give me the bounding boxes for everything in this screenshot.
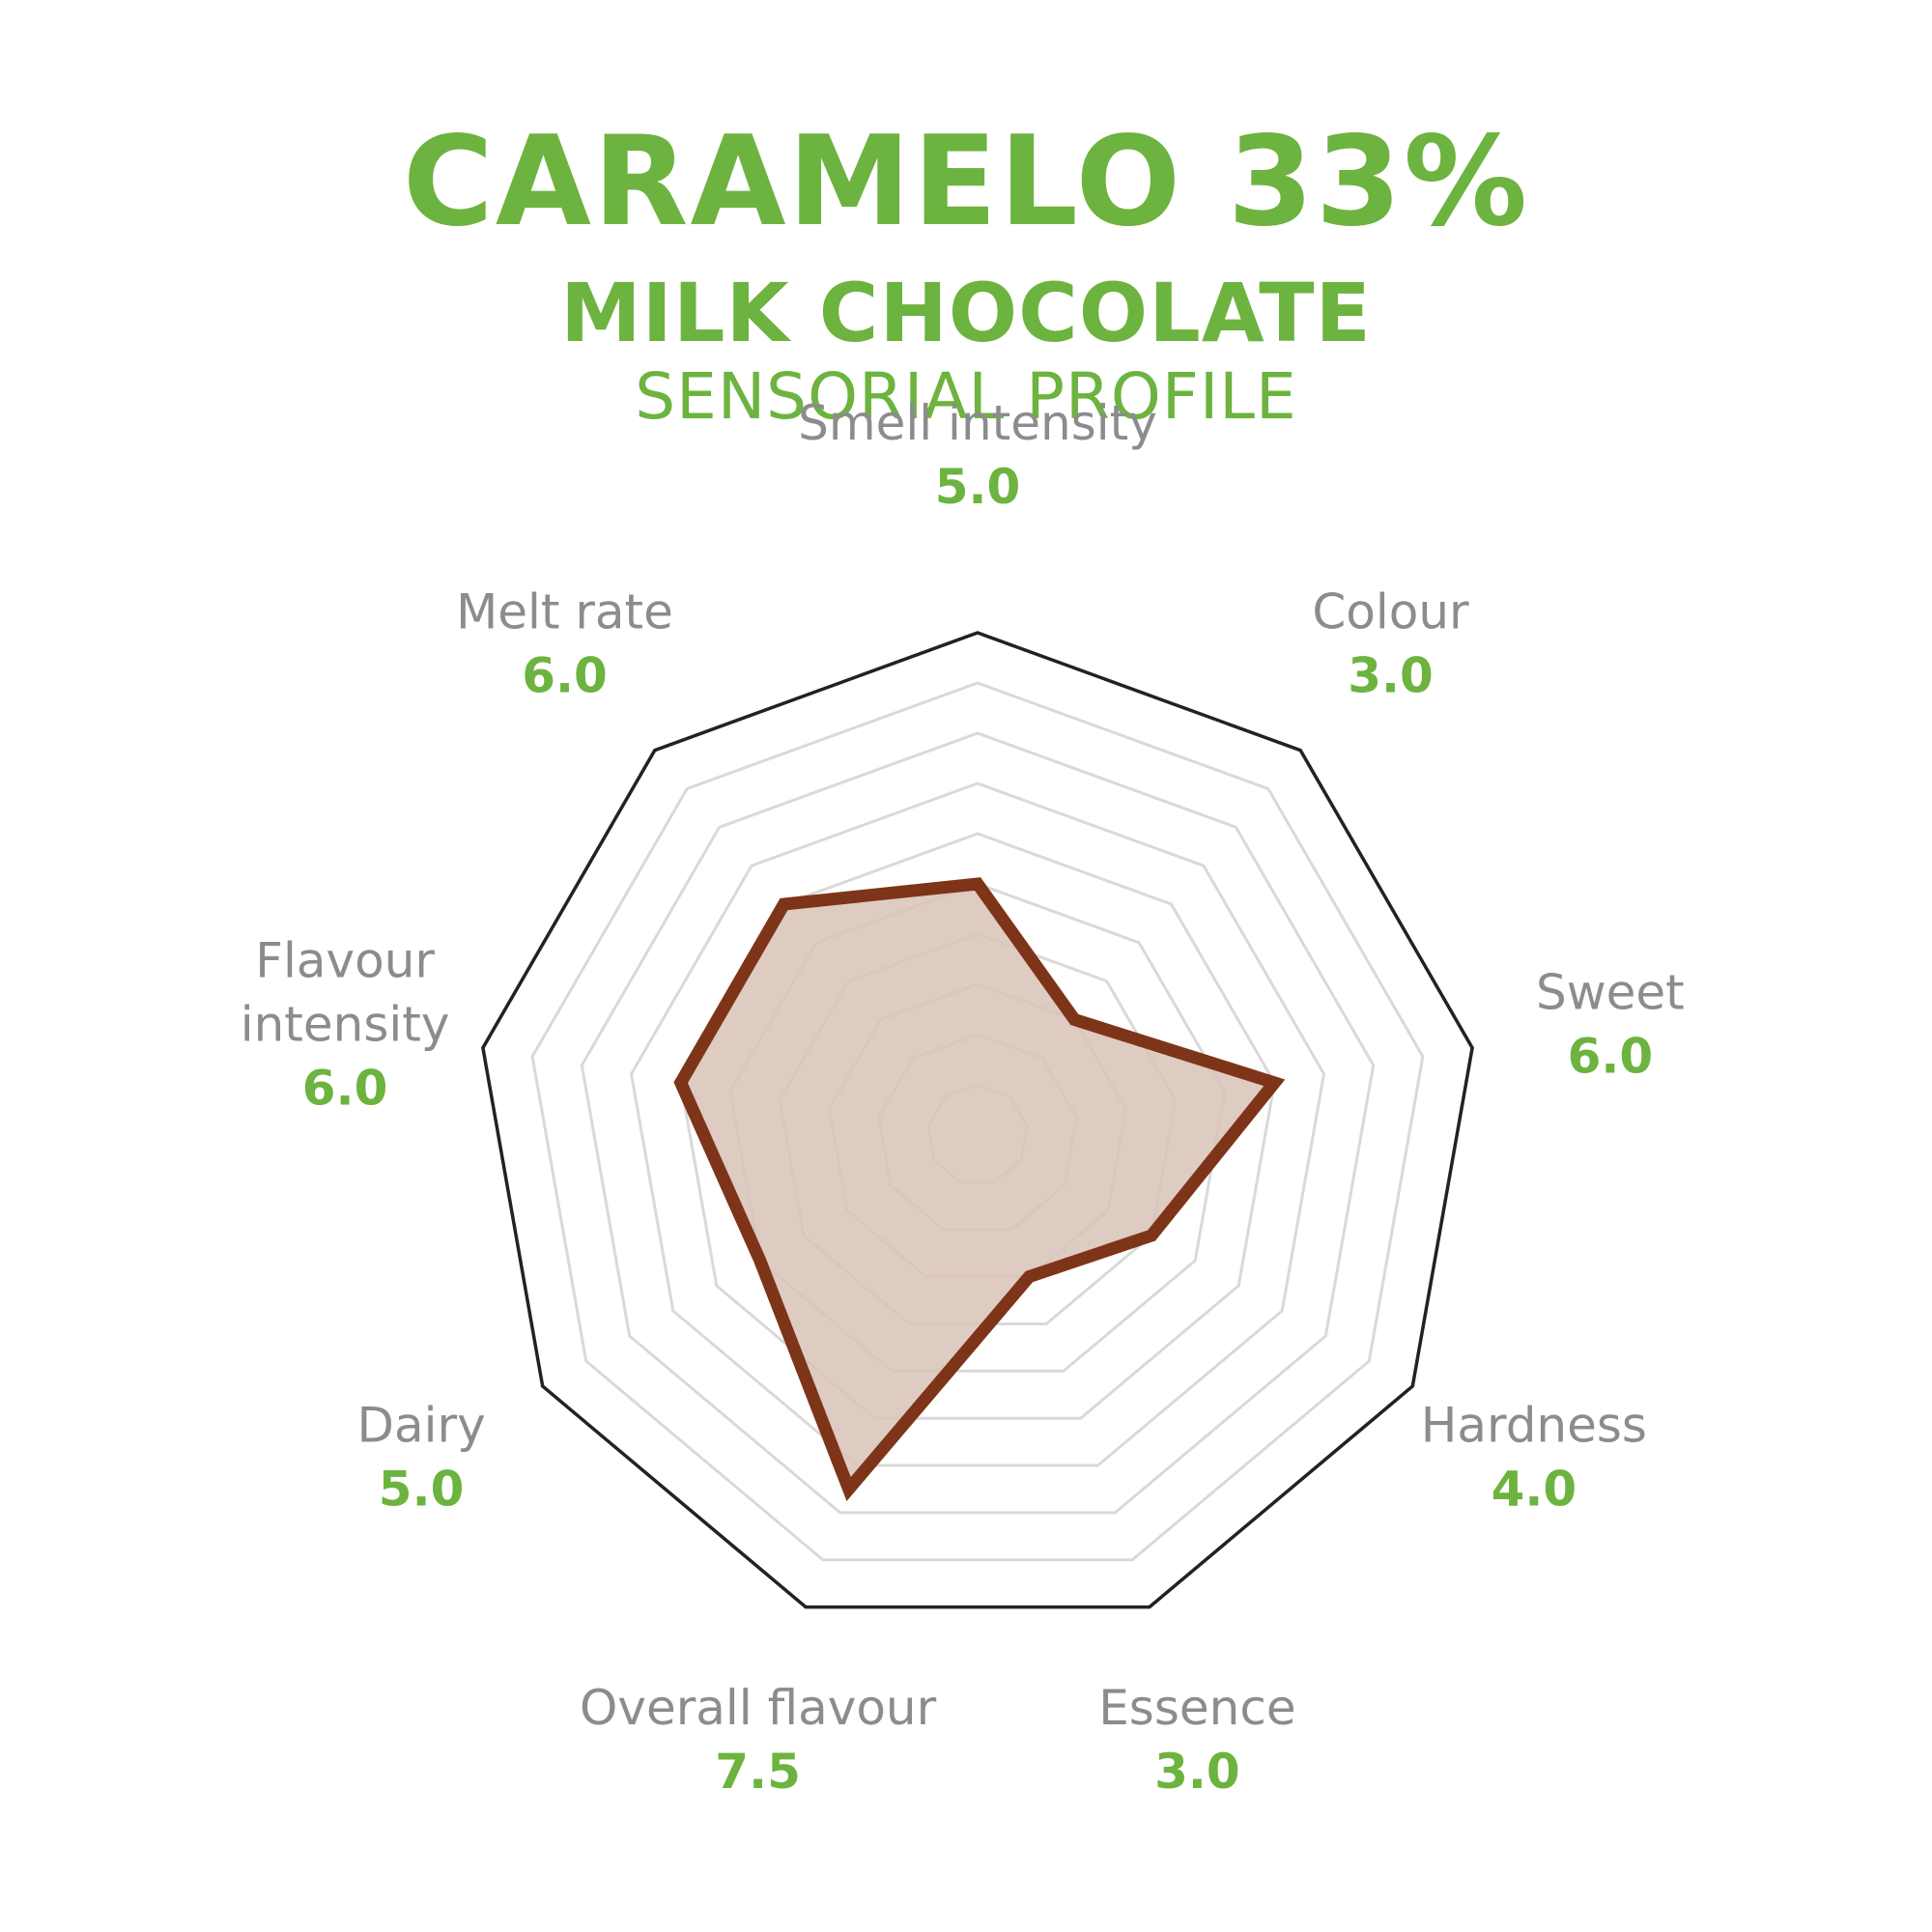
- radar-frame: [481, 631, 1474, 1609]
- axis-label-sweet: Sweet: [1536, 965, 1685, 1021]
- axis-value-smell-intensity: 5.0: [935, 459, 1021, 515]
- data-point-hardness: [1150, 1234, 1154, 1237]
- axis-value-flavour-intensity: 6.0: [302, 1061, 388, 1117]
- axis-label-colour: Colour: [1312, 584, 1469, 640]
- data-point-melt-rate: [781, 902, 786, 906]
- axis-value-overall-flavour: 7.5: [715, 1744, 801, 1800]
- axis-label-flavour-intensity-line-2: intensity: [241, 997, 450, 1053]
- grid-ring-9: [530, 681, 1425, 1562]
- axis-label-essence: Essence: [1098, 1680, 1295, 1736]
- radar-series: [673, 877, 1286, 1502]
- axis-value-essence: 3.0: [1154, 1744, 1240, 1800]
- data-point-overall-flavour: [846, 1487, 851, 1492]
- axis-label-hardness: Hardness: [1421, 1398, 1647, 1454]
- axis-value-dairy: 5.0: [379, 1462, 465, 1518]
- chart-title: CARAMELO 33%: [402, 110, 1530, 254]
- axis-value-hardness: 4.0: [1492, 1462, 1577, 1518]
- grid-ring-8: [580, 731, 1376, 1515]
- data-point-sweet: [1272, 1080, 1277, 1085]
- axis-label-flavour-intensity-line-1: Flavour: [255, 933, 435, 989]
- axis-label-melt-rate: Melt rate: [456, 584, 673, 640]
- chart-subtitle: MILK CHOCOLATE: [560, 266, 1372, 360]
- grid-ring-7: [629, 781, 1326, 1467]
- data-point-essence: [1027, 1274, 1032, 1279]
- data-point-smell-intensity: [976, 882, 980, 886]
- axis-label-dairy: Dairy: [357, 1398, 486, 1454]
- axis-value-sweet: 6.0: [1568, 1029, 1654, 1085]
- axis-label-overall-flavour: Overall flavour: [580, 1680, 937, 1736]
- chart-tagline: SENSORIAL PROFILE: [635, 359, 1297, 434]
- axis-label-smell-intensity: Smell intensity: [798, 395, 1157, 451]
- data-point-dairy: [757, 1259, 762, 1263]
- data-point-colour: [1072, 1017, 1077, 1022]
- axis-value-melt-rate: 6.0: [522, 648, 608, 704]
- data-point-flavour-intensity: [678, 1080, 683, 1085]
- axis-value-colour: 3.0: [1348, 648, 1434, 704]
- radar-outer-frame: [481, 631, 1474, 1609]
- axis-labels: Smell intensity 5.0 Colour 3.0 Sweet 6.0 Hardn…: [241, 395, 1685, 1800]
- series-area: [673, 877, 1286, 1502]
